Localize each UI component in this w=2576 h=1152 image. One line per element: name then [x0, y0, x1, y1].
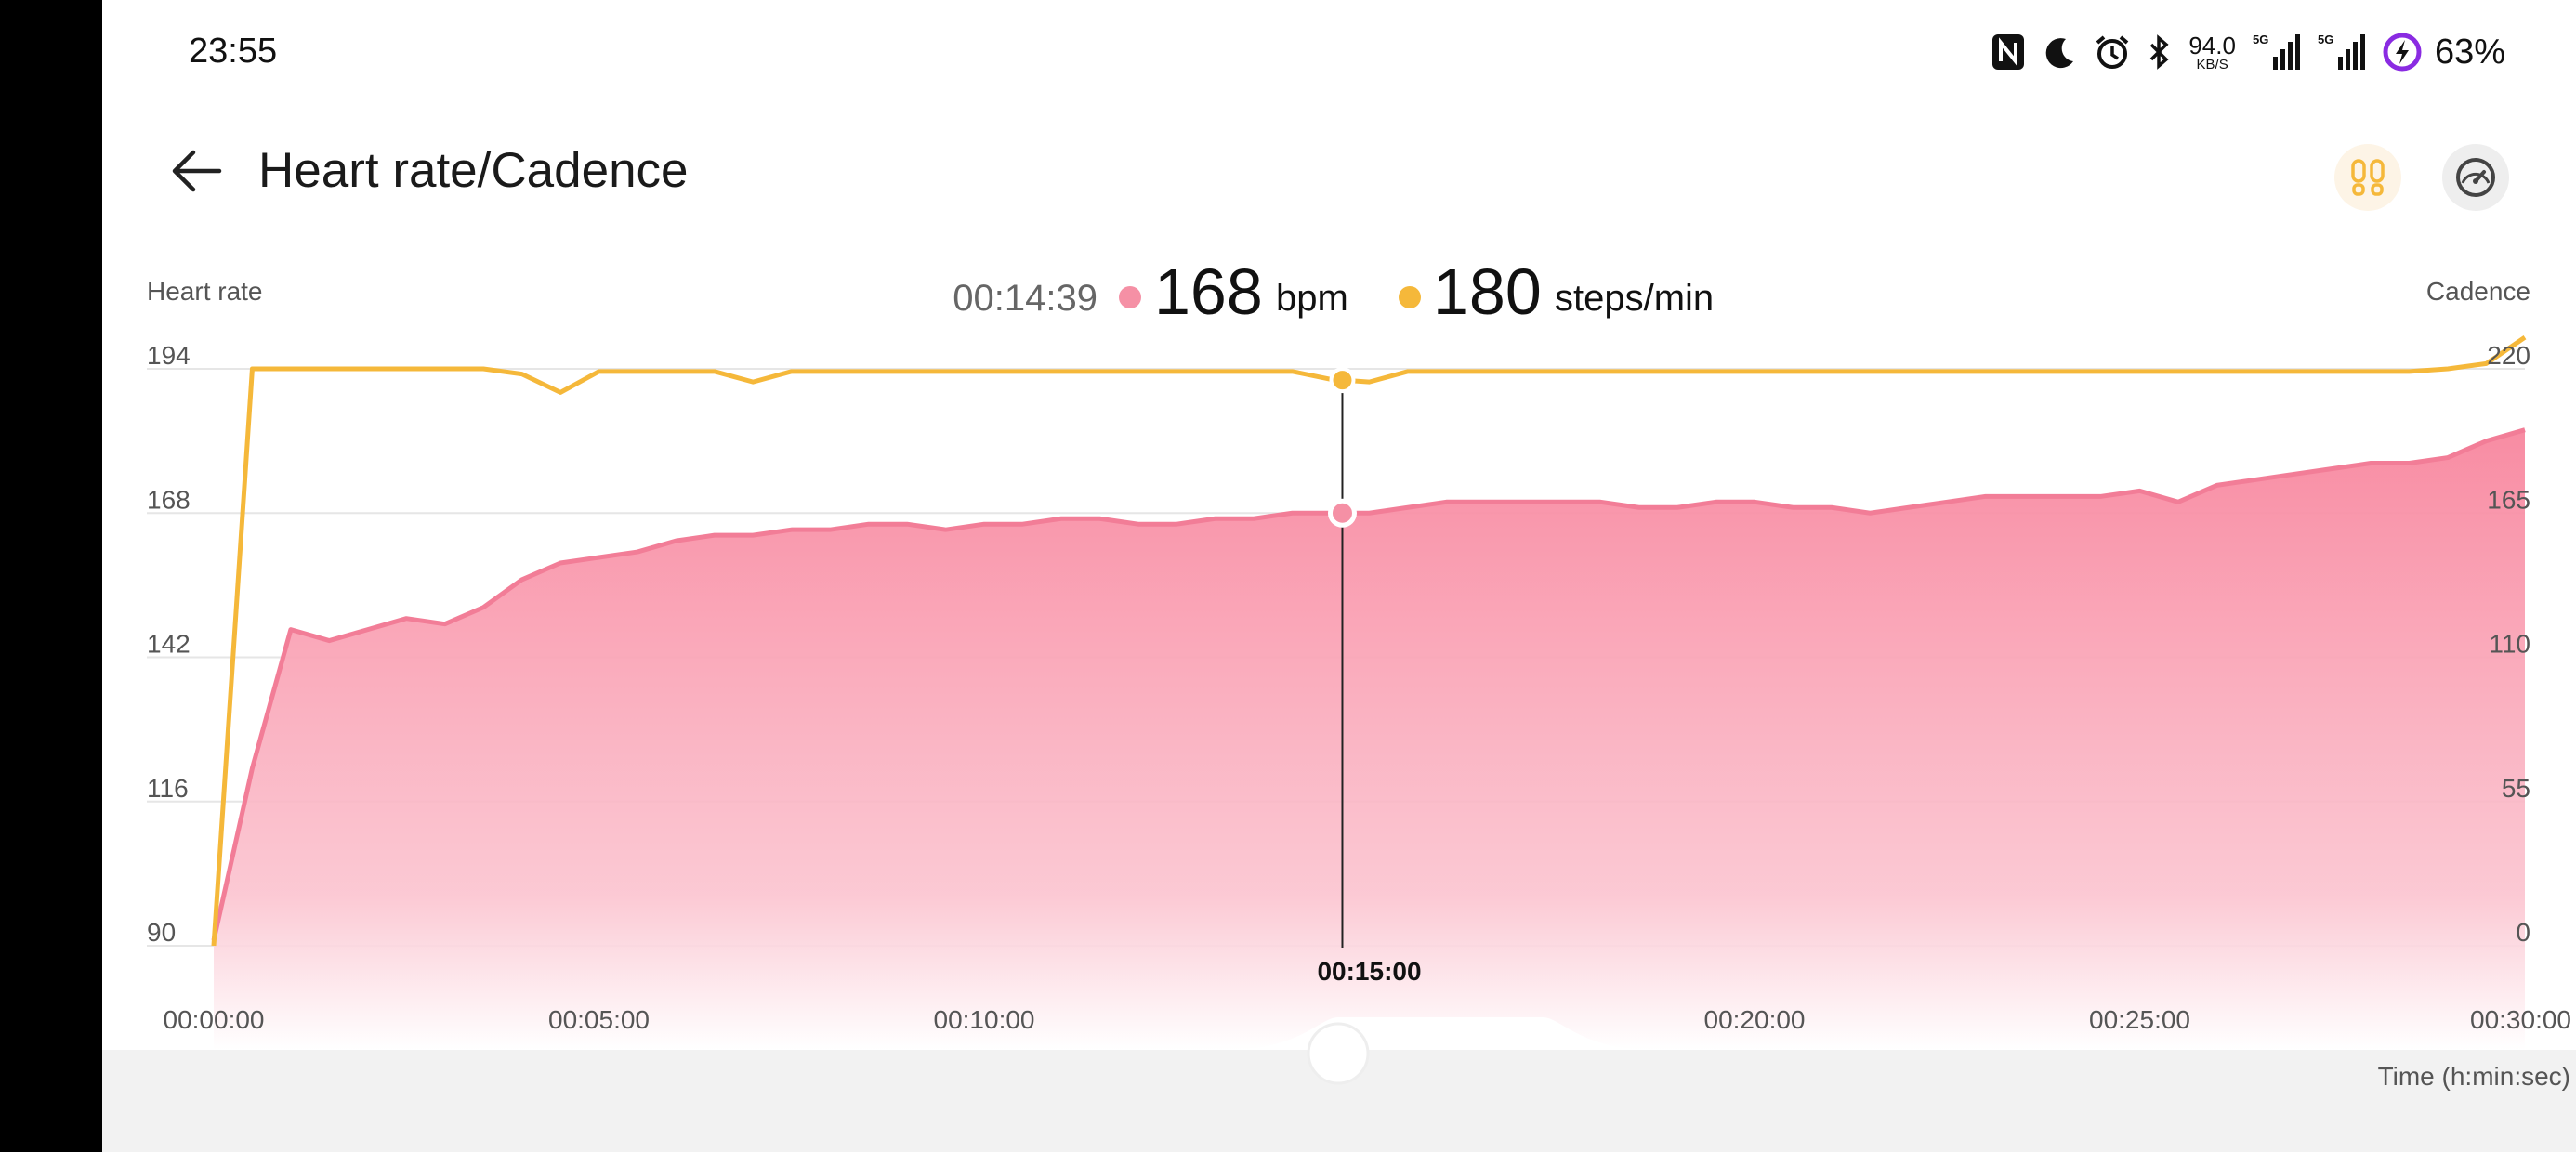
heart-rate-cadence-chart[interactable]: Heart rate Cadence 00:14:39 168 bpm 180 … [102, 0, 2576, 1152]
right-tick-label: 0 [2516, 918, 2530, 947]
x-tick-label: 00:25:00 [2089, 1005, 2190, 1034]
page-title: Heart rate/Cadence [258, 143, 689, 198]
cadence-dot-icon [1399, 286, 1421, 308]
cadence-cursor-point [1329, 367, 1356, 394]
heart-rate-cursor-point [1327, 498, 1357, 528]
x-tick-label: 00:15:00 [1317, 957, 1421, 986]
readout-heart-rate: 168 [1154, 255, 1263, 328]
net-speed-value: 94.0 [2188, 31, 2236, 59]
battery-icon [2383, 33, 2422, 72]
cadence-line [211, 335, 2527, 947]
left-tick-label: 142 [147, 630, 191, 659]
speedometer-button[interactable] [2442, 144, 2509, 211]
left-tick-label: 194 [147, 341, 191, 370]
speedometer-icon [2456, 158, 2495, 197]
heart-rate-series [211, 427, 2526, 1050]
battery-percent: 63% [2434, 32, 2505, 72]
right-tick-label: 220 [2487, 341, 2530, 370]
right-tick-label: 110 [2489, 630, 2530, 659]
left-axis-label: Heart rate [147, 277, 263, 306]
readout-heart-rate-unit: bpm [1276, 278, 1348, 319]
footprints-icon [2351, 159, 2385, 196]
network-type-1: 5G [2253, 33, 2268, 46]
right-tick-label: 55 [2502, 774, 2530, 803]
heart-rate-line [211, 427, 2526, 941]
status-icons: 94.0 KB/S 5G 5G 63% [1991, 26, 2505, 78]
moon-icon [2042, 33, 2077, 71]
left-tick-label: 168 [147, 485, 191, 514]
x-tick-label: 00:10:00 [934, 1005, 1035, 1034]
readout-time: 00:14:39 [953, 278, 1097, 319]
signal-icon: 5G [2318, 33, 2366, 71]
readout: 00:14:39 168 bpm 180 steps/min [953, 255, 1714, 328]
bluetooth-icon [2148, 33, 2172, 71]
scrubber-handle [1307, 1022, 1370, 1085]
footprints-button[interactable] [2334, 144, 2401, 211]
x-axis-title: Time (h:min:sec) [2378, 1062, 2570, 1091]
heart-rate-area [214, 429, 2525, 1050]
x-tick-label: 00:30:00 [2470, 1005, 2571, 1034]
readout-cadence: 180 [1433, 255, 1542, 328]
app-screen: 23:55 94.0 KB/S 5G [102, 0, 2576, 1152]
net-speed-unit: KB/S [2196, 56, 2228, 72]
alarm-icon [2094, 33, 2131, 71]
left-tick-label: 116 [147, 774, 189, 803]
x-tick-label: 00:05:00 [548, 1005, 650, 1034]
nfc-icon [1991, 33, 2025, 71]
time-cursor [1327, 367, 1357, 948]
right-axis-label: Cadence [2426, 277, 2530, 306]
cadence-series [211, 335, 2527, 947]
x-tick-label: 00:20:00 [1704, 1005, 1806, 1034]
back-arrow-icon[interactable] [167, 141, 227, 201]
readout-cadence-unit: steps/min [1555, 278, 1714, 319]
status-time: 23:55 [189, 32, 278, 71]
x-tick-label: 00:00:00 [164, 1005, 265, 1034]
network-type-2: 5G [2318, 33, 2333, 46]
status-bar: 23:55 94.0 KB/S 5G [102, 0, 2576, 102]
heart-rate-dot-icon [1119, 286, 1141, 308]
signal-icon: 5G [2253, 33, 2301, 71]
left-tick-label: 90 [147, 918, 176, 947]
right-tick-label: 165 [2487, 485, 2530, 514]
net-speed: 94.0 KB/S [2188, 33, 2236, 72]
app-header: Heart rate/Cadence [102, 121, 2576, 223]
axis-ticks: 194 220 168 165 142 110 116 55 90 0 00:00:00 00:05:… [147, 341, 2571, 1034]
